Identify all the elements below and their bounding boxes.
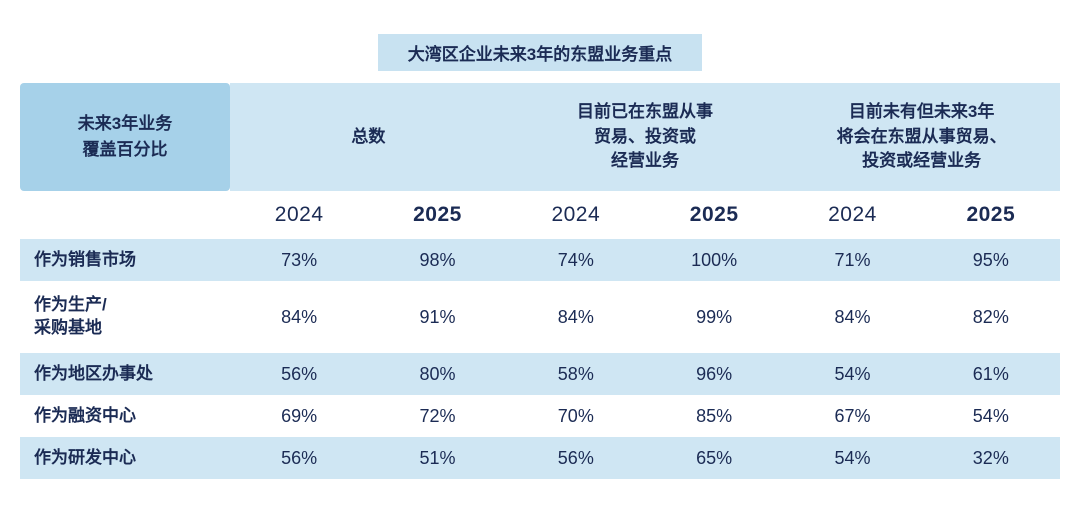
year-header-2025-future: 2025 (921, 191, 1060, 239)
row-header-cell: 未来3年业务 覆盖百分比 (20, 83, 230, 191)
value-cell: 65% (644, 437, 784, 479)
value-cell: 80% (368, 353, 507, 395)
row-label-sales-market: 作为销售市场 (20, 239, 230, 281)
value-cell: 84% (230, 281, 369, 353)
value-cell: 73% (230, 239, 369, 281)
chart-title-bar: 大湾区企业未来3年的东盟业务重点 (377, 34, 703, 71)
value-cell: 54% (921, 395, 1060, 437)
value-cell: 56% (230, 353, 369, 395)
col-group-future-asean-business: 目前未有但未来3年 将会在东盟从事贸易、 投资或经营业务 (783, 83, 1060, 191)
value-cell: 56% (230, 437, 369, 479)
col-group-existing-asean-business: 目前已在东盟从事 贸易、投资或 经营业务 (506, 83, 784, 191)
row-label-regional-office: 作为地区办事处 (20, 353, 230, 395)
infographic-page: 大湾区企业未来3年的东盟业务重点 未来3年业务 覆盖百分比 总数 目前已在东盟从… (0, 34, 1080, 479)
value-cell: 91% (368, 281, 507, 353)
value-cell: 56% (506, 437, 645, 479)
chart-title: 大湾区企业未来3年的东盟业务重点 (407, 45, 673, 64)
asean-business-focus-table: 未来3年业务 覆盖百分比 总数 目前已在东盟从事 贸易、投资或 经营业务 目前未… (20, 83, 1060, 479)
row-label-production-procurement-base: 作为生产/ 采购基地 (20, 281, 230, 353)
value-cell: 85% (644, 395, 784, 437)
value-cell: 100% (644, 239, 784, 281)
value-cell: 69% (230, 395, 369, 437)
value-cell: 99% (644, 281, 784, 353)
value-cell: 96% (644, 353, 784, 395)
value-cell: 72% (368, 395, 507, 437)
value-cell: 51% (368, 437, 507, 479)
year-header-2025-existing: 2025 (644, 191, 784, 239)
value-cell: 98% (368, 239, 507, 281)
col-group-total: 总数 (230, 83, 507, 191)
year-row-spacer (20, 191, 230, 239)
year-header-2024-existing: 2024 (506, 191, 645, 239)
year-header-2024-total: 2024 (230, 191, 369, 239)
value-cell: 32% (921, 437, 1060, 479)
value-cell: 67% (783, 395, 922, 437)
value-cell: 54% (783, 353, 922, 395)
value-cell: 95% (921, 239, 1060, 281)
row-label-financing-center: 作为融资中心 (20, 395, 230, 437)
value-cell: 84% (783, 281, 922, 353)
value-cell: 61% (921, 353, 1060, 395)
value-cell: 70% (506, 395, 645, 437)
year-header-2025-total: 2025 (368, 191, 507, 239)
value-cell: 71% (783, 239, 922, 281)
row-label-rd-center: 作为研发中心 (20, 437, 230, 479)
value-cell: 58% (506, 353, 645, 395)
value-cell: 84% (506, 281, 645, 353)
value-cell: 82% (921, 281, 1060, 353)
year-header-2024-future: 2024 (783, 191, 922, 239)
value-cell: 74% (506, 239, 645, 281)
value-cell: 54% (783, 437, 922, 479)
